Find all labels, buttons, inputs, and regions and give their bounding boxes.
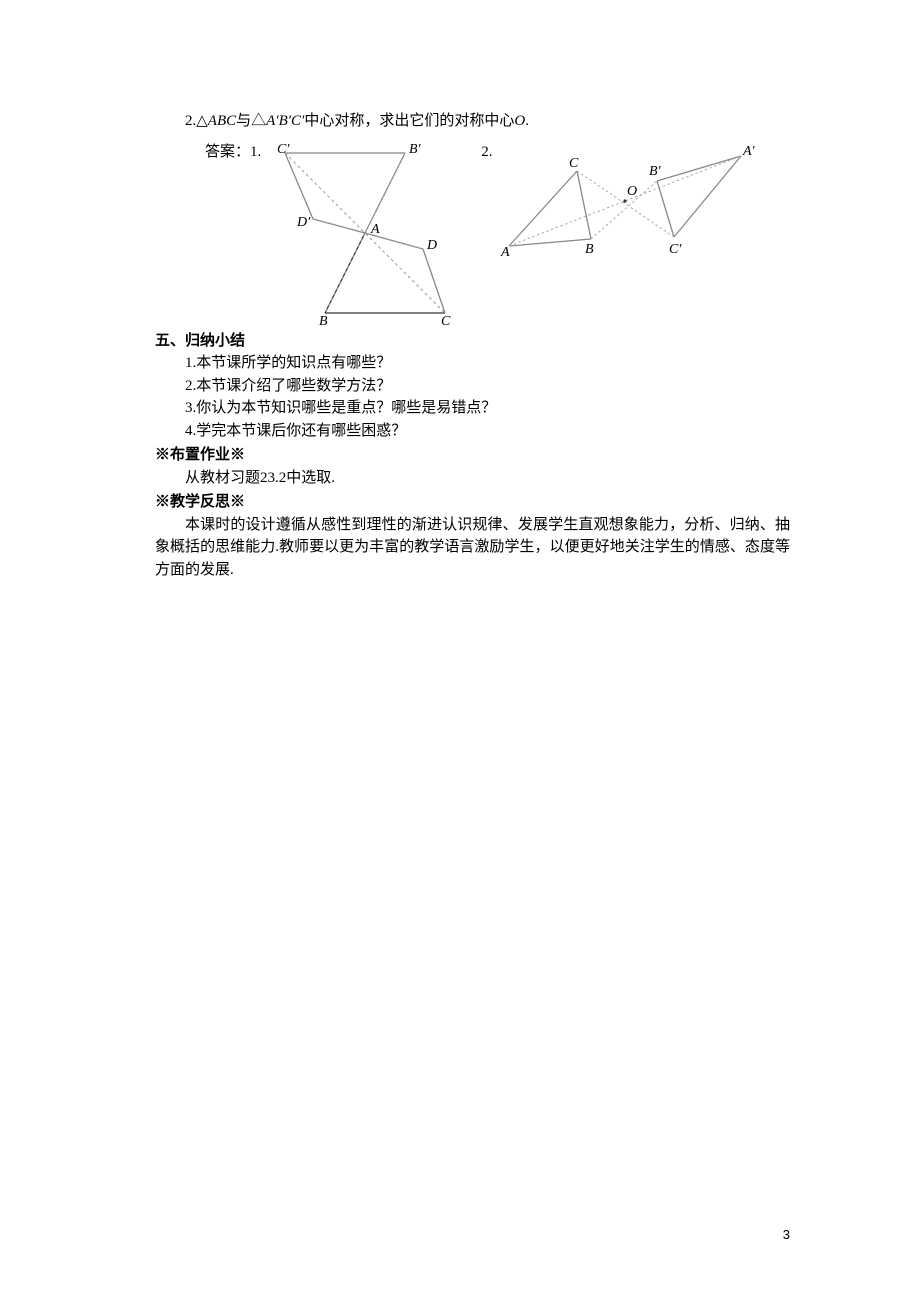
answer-num1: 1. [250,141,261,164]
q2-period: . [525,113,529,129]
fig1-label-c: C [441,314,451,326]
section-5-item-1: 1.本节课所学的知识点有哪些？ [155,352,790,375]
section-5-item-2: 2.本节课介绍了哪些数学方法？ [155,375,790,398]
fig2-label-b: B [585,242,594,257]
q2-abc2: A′B′C′ [266,113,304,129]
fig1-label-a: A [370,222,380,237]
answer-label: 答案： [205,141,250,164]
fig2-label-c: C [569,156,579,171]
fig1-label-bp: B′ [409,142,422,157]
fig1-label-cp: C′ [277,142,290,157]
question-2: 2.△ABC与△A′B′C′中心对称，求出它们的对称中心O. [155,110,790,133]
fig1-label-b: B [319,314,328,326]
homework-body: 从教材习题23.2中选取. [155,467,790,490]
reflection-title: ※教学反思※ [155,491,790,514]
q2-mid: 与△ [236,113,266,129]
figure-2: A B C A′ B′ C′ O [499,141,759,266]
fig1-label-d: D [426,238,437,253]
fig1-label-dp: D′ [296,215,311,230]
fig2-label-o: O [627,184,637,199]
fig2-label-cp: C′ [669,242,682,257]
q2-tail: 中心对称，求出它们的对称中心 [304,113,514,129]
q2-o: O [514,113,525,129]
q2-prefix: 2.△ [185,113,208,129]
fig2-label-ap: A′ [742,144,756,159]
page-number: 3 [783,1227,790,1242]
fig2-label-bp: B′ [649,164,662,179]
answer-row: 答案： 1. C′ B′ D′ [205,141,790,326]
section-5-title: 五、归纳小结 [155,330,790,353]
homework-title: ※布置作业※ [155,444,790,467]
section-5-item-4: 4.学完本节课后你还有哪些困惑？ [155,420,790,443]
section-5-item-3: 3.你认为本节知识哪些是重点？哪些是易错点？ [155,397,790,420]
answer-num2: 2. [481,141,492,164]
reflection-body: 本课时的设计遵循从感性到理性的渐进认识规律、发展学生直观想象能力，分析、归纳、抽… [155,514,790,582]
q2-abc: ABC [208,113,236,129]
figure-1: C′ B′ D′ A D B C [265,141,465,326]
fig2-label-a: A [500,245,510,260]
